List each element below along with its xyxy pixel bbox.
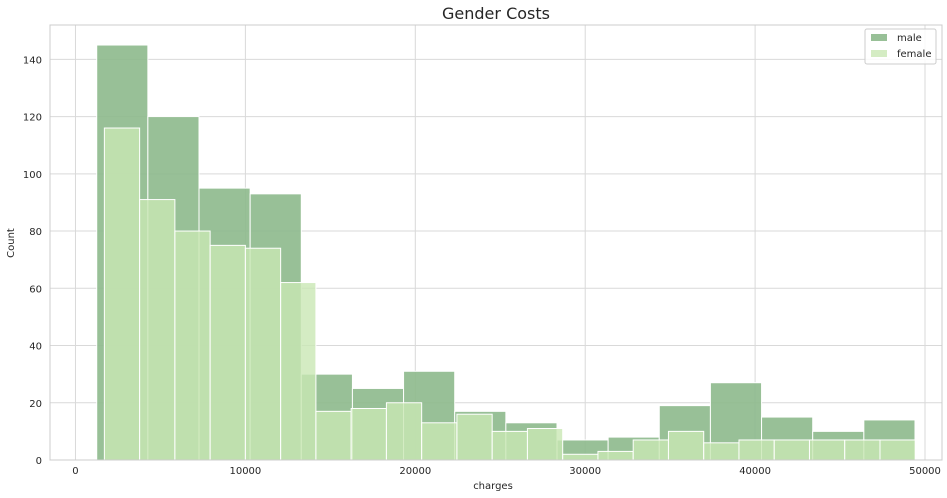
female-bar xyxy=(315,410,352,461)
female-bar xyxy=(844,439,881,461)
female-bar xyxy=(808,439,846,461)
x-tick-label: 0 xyxy=(72,466,78,477)
female-bar xyxy=(738,439,775,461)
female-bar xyxy=(667,430,705,461)
female-bar xyxy=(879,439,916,461)
x-tick-label: 20000 xyxy=(399,466,431,477)
y-axis-label: Count xyxy=(6,228,17,258)
female-bar xyxy=(597,450,634,461)
female-bar xyxy=(209,244,246,461)
legend: male female xyxy=(864,28,937,65)
y-tick-label: 80 xyxy=(29,227,42,238)
female-bar xyxy=(421,422,458,461)
x-tick-label: 40000 xyxy=(739,466,771,477)
female-bar xyxy=(280,282,317,461)
legend-label-female: female xyxy=(897,49,931,60)
plot-frame xyxy=(49,24,943,461)
legend-label-male: male xyxy=(897,33,922,44)
legend-swatch-male xyxy=(871,34,887,41)
x-tick-label: 30000 xyxy=(569,466,601,477)
female-bar xyxy=(103,127,141,461)
female-bar xyxy=(773,439,810,461)
female-bar xyxy=(632,439,669,461)
y-tick-label: 20 xyxy=(29,399,42,410)
y-tick-label: 40 xyxy=(29,342,42,353)
y-tick-label: 140 xyxy=(23,55,42,66)
female-bar xyxy=(491,430,528,461)
x-tick-label: 50000 xyxy=(909,466,941,477)
x-tick-labels: 0 10000 20000 30000 40000 50000 xyxy=(72,466,941,477)
x-tick-label: 10000 xyxy=(229,466,261,477)
y-tick-label: 100 xyxy=(23,170,42,181)
female-bar xyxy=(174,230,211,461)
female-bars xyxy=(103,127,916,461)
female-bar xyxy=(526,428,564,461)
x-axis-label: charges xyxy=(473,481,513,492)
chart-title: Gender Costs xyxy=(442,4,550,23)
y-tick-label: 0 xyxy=(36,456,42,467)
y-tick-label: 120 xyxy=(23,113,42,124)
female-bar xyxy=(139,199,176,461)
female-bar xyxy=(350,407,387,461)
legend-swatch-female xyxy=(871,50,887,57)
plot-border xyxy=(49,24,943,461)
female-bar xyxy=(456,413,493,461)
y-tick-label: 60 xyxy=(29,284,42,295)
female-bar xyxy=(562,453,599,461)
female-bar xyxy=(244,247,282,461)
female-bar xyxy=(385,402,423,461)
y-tick-labels: 0 20 40 60 80 100 120 140 xyxy=(23,55,42,467)
female-bar xyxy=(703,442,740,461)
